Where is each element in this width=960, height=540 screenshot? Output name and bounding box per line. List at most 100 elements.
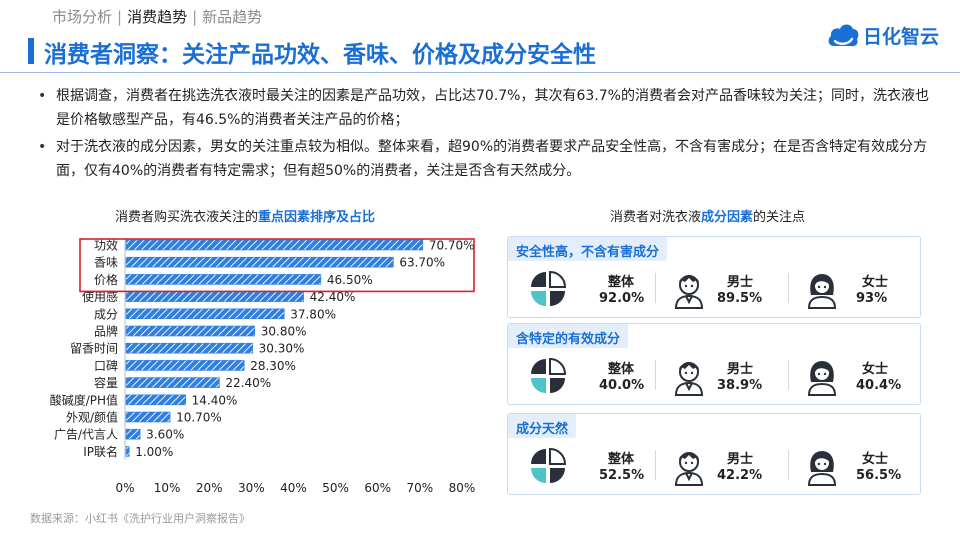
category-label: 外观/颜值 — [66, 410, 118, 425]
female-avatar-icon — [807, 274, 837, 309]
header-divider — [0, 72, 960, 73]
bar — [125, 274, 322, 285]
bar — [125, 342, 253, 354]
bar — [125, 411, 171, 423]
x-tick-label: 60% — [364, 481, 391, 495]
category-label: 使用感 — [82, 289, 118, 304]
pie-segments-icon — [531, 357, 567, 393]
overall-label: 整体 — [608, 275, 635, 290]
male-value: 38.9% — [717, 378, 763, 393]
category-label: 口碑 — [94, 358, 118, 373]
logo-text: 日化智云 — [863, 25, 940, 48]
cell-divider — [788, 273, 789, 303]
ingredient-panel: 安全性高，不含有害成分 整体 92.0% 男士 89.5% — [507, 236, 921, 318]
x-tick-label: 50% — [322, 481, 349, 495]
male-value: 89.5% — [717, 291, 763, 306]
category-label: 容量 — [94, 375, 118, 390]
category-label: 品牌 — [94, 325, 118, 339]
breadcrumb-item-market[interactable]: 市场分析 — [52, 8, 113, 26]
female-label: 女士 — [862, 275, 889, 290]
bullet-item: 对于洗衣液的成分因素，男女的关注重点较为相似。整体来看，超90%的消费者要求产品… — [32, 135, 932, 183]
female-value: 40.4% — [856, 378, 902, 393]
category-label: 留香时间 — [70, 342, 118, 356]
female-cell: 女士 56.5% — [806, 444, 916, 488]
value-label: 28.30% — [250, 359, 296, 373]
ingredient-title-suffix: 的关注点 — [753, 210, 806, 225]
value-label: 46.50% — [327, 273, 373, 287]
overall-cell: 整体 92.0% — [528, 267, 648, 311]
value-label: 30.80% — [261, 325, 307, 339]
category-label: IP联名 — [83, 444, 118, 459]
value-label: 22.40% — [225, 376, 271, 390]
male-cell: 男士 89.5% — [673, 267, 783, 311]
category-label: 广告/代言人 — [54, 428, 118, 442]
bar — [125, 308, 285, 320]
value-label: 42.40% — [310, 290, 356, 304]
x-tick-label: 30% — [238, 481, 265, 495]
cell-divider — [655, 450, 656, 480]
data-source: 数据来源：小红书《洗护行业用户洞察报告》 — [30, 512, 250, 525]
cloud-logo-icon — [828, 24, 859, 47]
x-tick-label: 20% — [196, 481, 223, 495]
bar — [125, 256, 394, 268]
bar-chart-title-highlight: 重点因素排序及占比 — [258, 210, 376, 225]
cell-divider — [788, 450, 789, 480]
bar — [125, 360, 245, 371]
highlight-box — [79, 238, 475, 293]
male-label: 男士 — [727, 452, 754, 467]
breadcrumb-separator: | — [192, 8, 198, 26]
value-label: 3.60% — [146, 428, 184, 442]
category-label: 功效 — [94, 238, 118, 253]
breadcrumb-separator: | — [117, 8, 123, 26]
category-label: 香味 — [94, 256, 118, 270]
title-accent-bar — [28, 38, 34, 64]
bar-chart-title-prefix: 消费者购买洗衣液关注的 — [115, 210, 259, 225]
panel-title: 安全性高，不含有害成分 — [508, 237, 668, 261]
value-label: 1.00% — [135, 445, 173, 459]
overall-value: 92.0% — [599, 291, 645, 306]
female-avatar-icon — [807, 451, 837, 486]
category-label: 成分 — [94, 307, 118, 321]
value-label: 37.80% — [290, 307, 336, 321]
bullet-item: 根据调查，消费者在挑选洗衣液时最关注的因素是产品功效，占比达70.7%，其次有6… — [32, 84, 932, 132]
value-label: 14.40% — [192, 393, 238, 407]
male-avatar-icon — [674, 275, 704, 309]
summary-bullets: 根据调查，消费者在挑选洗衣液时最关注的因素是产品功效，占比达70.7%，其次有6… — [32, 84, 932, 186]
overall-value: 52.5% — [599, 468, 645, 483]
ingredient-title: 消费者对洗衣液成分因素的关注点 — [610, 206, 805, 225]
male-value: 42.2% — [717, 468, 763, 483]
page-title: 消费者洞察：关注产品功效、香味、价格及成分安全性 — [44, 42, 596, 68]
x-tick-label: 70% — [407, 481, 434, 495]
category-label: 价格 — [94, 272, 118, 287]
male-label: 男士 — [727, 362, 754, 377]
bar-chart-title: 消费者购买洗衣液关注的重点因素排序及占比 — [115, 206, 375, 225]
category-label: 酸碱度/PH值 — [50, 392, 118, 407]
breadcrumb-item-consumer[interactable]: 消费趋势 — [127, 8, 188, 26]
cell-divider — [655, 360, 656, 390]
bar — [125, 446, 130, 457]
x-tick-label: 0% — [115, 481, 134, 495]
bar — [125, 325, 256, 337]
panel-title: 含特定的有效成分 — [508, 324, 629, 348]
pie-segments-icon — [531, 270, 567, 306]
value-label: 70.70% — [429, 239, 475, 253]
ingredient-panel: 含特定的有效成分 整体 40.0% 男士 38.9% — [507, 323, 921, 405]
x-tick-label: 10% — [154, 481, 181, 495]
brand-logo: 日化智云 — [826, 20, 939, 50]
cell-divider — [788, 360, 789, 390]
male-avatar-icon — [674, 452, 704, 486]
breadcrumb-item-newproduct[interactable]: 新品趋势 — [202, 8, 263, 26]
overall-cell: 整体 40.0% — [528, 354, 648, 398]
overall-cell: 整体 52.5% — [528, 444, 648, 488]
breadcrumb: 市场分析 | 消费趋势 | 新品趋势 — [52, 6, 262, 27]
bar — [125, 428, 141, 440]
overall-label: 整体 — [608, 452, 635, 467]
female-cell: 女士 93% — [806, 267, 916, 311]
bar — [125, 291, 304, 302]
male-cell: 男士 38.9% — [673, 354, 783, 398]
pie-segments-icon — [531, 447, 567, 483]
female-value: 56.5% — [856, 468, 902, 483]
x-tick-label: 40% — [280, 481, 307, 495]
bar — [125, 394, 186, 406]
male-cell: 男士 42.2% — [673, 444, 783, 488]
